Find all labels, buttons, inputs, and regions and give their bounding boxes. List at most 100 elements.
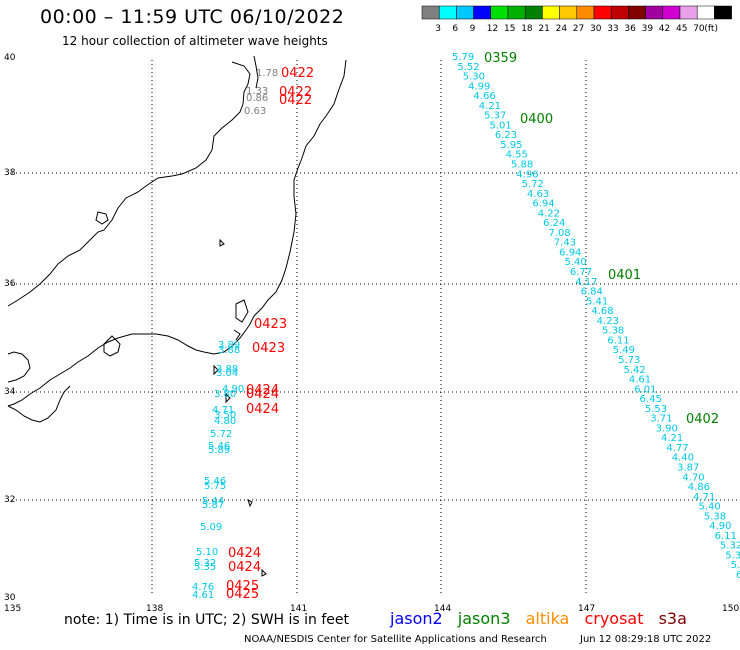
- wave-height-label: 5.30: [463, 72, 485, 83]
- color-swatch: [696, 5, 715, 20]
- east-track-time-labels: 0359 0400 0401 0402: [484, 51, 719, 427]
- wave-height-label: 5.40: [698, 502, 720, 513]
- wave-height-label: 5.35: [194, 562, 216, 573]
- scale-tick-label: 42: [659, 24, 670, 34]
- scale-tick-label: 9: [470, 24, 476, 34]
- longitude-tick-label: 150: [722, 604, 739, 614]
- time-label: 0425: [226, 587, 259, 602]
- wave-height-label: 3.88: [216, 364, 238, 375]
- wave-height-label: 5.32: [194, 558, 216, 569]
- wave-height-label: 5.49: [613, 345, 635, 356]
- wave-height-label: 3.90: [656, 423, 678, 434]
- wave-height-label: 4.22: [538, 208, 560, 219]
- wave-height-label: 5.73: [618, 355, 640, 366]
- color-scale-bar: [421, 5, 732, 20]
- latitude-tick-label: 32: [4, 495, 15, 505]
- wave-height-label: 5.44: [202, 496, 224, 507]
- time-label: 0401: [608, 268, 641, 283]
- color-swatch: [490, 5, 509, 20]
- wave-height-label: 4.71: [693, 492, 715, 503]
- color-swatch: [576, 5, 595, 20]
- wave-height-label: 4.90: [709, 521, 731, 532]
- wave-height-label: 5.52: [457, 62, 479, 73]
- wave-height-label: 5.88: [511, 160, 533, 171]
- color-scale-labels: 3 6 9 12 15 18 21 24 27 30 33 36 39 42 45 70 (ft): [435, 24, 718, 34]
- wave-height-label: 6.94: [559, 247, 581, 258]
- wave-height-label: 3.71: [650, 414, 672, 425]
- wave-height-label: 5.53: [645, 404, 667, 415]
- footer-note: note: 1) Time is in UTC; 2) SWH is in fe…: [64, 612, 350, 628]
- longitude-tick-label: 138: [146, 604, 163, 614]
- wave-height-label: 5.87: [202, 500, 224, 511]
- color-swatch: [542, 5, 560, 20]
- scale-tick-label: 18: [521, 24, 533, 34]
- wave-height-label: 5.40: [565, 257, 587, 268]
- wave-height-label: 4.66: [473, 91, 495, 102]
- wave-height-label: 5.46: [208, 441, 230, 452]
- wave-height-label: 4.90: [222, 384, 244, 395]
- wave-height-label: 4.96: [516, 169, 538, 180]
- wave-height-label: 5.38: [704, 511, 726, 522]
- coastline: [7, 55, 347, 577]
- wave-height-label: 5.09: [200, 522, 222, 533]
- color-swatch: [662, 5, 681, 20]
- wave-height-label: 4.61: [192, 590, 214, 601]
- wave-height-label: 4.77: [666, 443, 688, 454]
- scale-tick-label: 27: [573, 24, 584, 34]
- wave-height-label: 4.70: [682, 472, 704, 483]
- color-swatch: [438, 5, 457, 20]
- wave-height-label: 4.61: [629, 375, 651, 386]
- color-swatch: [714, 5, 732, 20]
- color-swatch: [524, 5, 543, 20]
- wave-height-label: 3.88: [218, 345, 240, 356]
- legend-altika: altika: [525, 609, 570, 628]
- scale-tick-label: 15: [504, 24, 515, 34]
- generated-timestamp: Jun 12 08:29:18 UTC 2022: [580, 634, 712, 645]
- longitude-labels: 135 138 141 144 147 150: [4, 604, 739, 614]
- west-track-wave-heights: 3.893.883.883.043.804.903.504.714.805.72…: [192, 340, 244, 601]
- wave-height-label: 4.86: [688, 482, 710, 493]
- scale-tick-label: 70: [693, 24, 705, 34]
- color-swatch: [628, 5, 646, 20]
- wave-height-label: 6.24: [543, 218, 565, 229]
- wave-height-label: 4.21: [661, 433, 683, 444]
- scale-tick-label: 39: [642, 24, 654, 34]
- map-subtitle: 12 hour collection of altimeter wave hei…: [62, 34, 328, 48]
- wave-height-label: 5.72: [210, 429, 232, 440]
- longitude-tick-label: 141: [290, 604, 307, 614]
- scale-tick-label: 45: [676, 24, 687, 34]
- wave-height-label: 4.76: [192, 582, 214, 593]
- time-label: 0402: [686, 412, 719, 427]
- wave-height-label: 4.21: [479, 101, 501, 112]
- gray-wave-height: 1.33: [246, 86, 268, 97]
- wave-height-label: 5.37: [484, 111, 506, 122]
- wave-height-label: 5.10: [196, 547, 218, 558]
- scale-tick-label: 33: [607, 24, 618, 34]
- scale-tick-label: 24: [556, 24, 568, 34]
- wave-height-label: 5.38: [602, 326, 624, 337]
- time-label: 0423: [252, 341, 285, 356]
- wave-height-label: 6.01: [634, 384, 656, 395]
- wave-height-label: 5.42: [623, 365, 645, 376]
- wave-height-label: 6: [736, 570, 740, 581]
- wave-height-label: 6.77: [570, 267, 592, 278]
- scale-tick-label: 6: [452, 24, 458, 34]
- color-swatch: [645, 5, 664, 20]
- time-label: 0422: [279, 93, 312, 108]
- wave-height-label: 7.43: [554, 238, 576, 249]
- latitude-tick-label: 38: [4, 168, 16, 178]
- scale-tick-label: 3: [435, 24, 441, 34]
- latitude-tick-label: 40: [4, 53, 16, 63]
- time-label: 0424: [246, 402, 279, 417]
- time-label: 0424: [228, 546, 261, 561]
- time-label: 0424: [228, 560, 261, 575]
- color-swatch: [456, 5, 474, 20]
- time-label: 0424: [246, 387, 279, 402]
- wave-height-label: 5.41: [586, 296, 608, 307]
- wave-height-label: 6.23: [495, 130, 517, 141]
- wave-height-label: 5.32: [720, 541, 740, 552]
- wave-height-label: 3.89: [218, 340, 240, 351]
- wave-height-label: 3.80: [214, 389, 236, 400]
- gray-wave-height: 0.86: [246, 93, 268, 104]
- legend-jason3: jason3: [457, 609, 511, 628]
